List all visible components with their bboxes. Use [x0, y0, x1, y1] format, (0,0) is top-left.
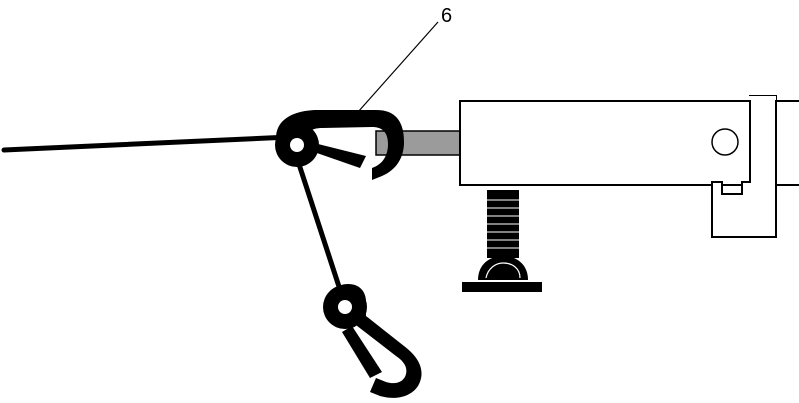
reference-numeral: 6 — [441, 5, 452, 27]
end-bracket — [711, 95, 777, 238]
main-cable — [1, 134, 293, 153]
tether-line — [292, 149, 348, 308]
upper-snap-hook — [275, 110, 404, 180]
pivot-pin — [711, 128, 739, 156]
support-leg — [462, 190, 542, 292]
lower-snap-hook — [323, 284, 422, 398]
leader-line — [357, 21, 439, 113]
housing — [459, 100, 799, 186]
